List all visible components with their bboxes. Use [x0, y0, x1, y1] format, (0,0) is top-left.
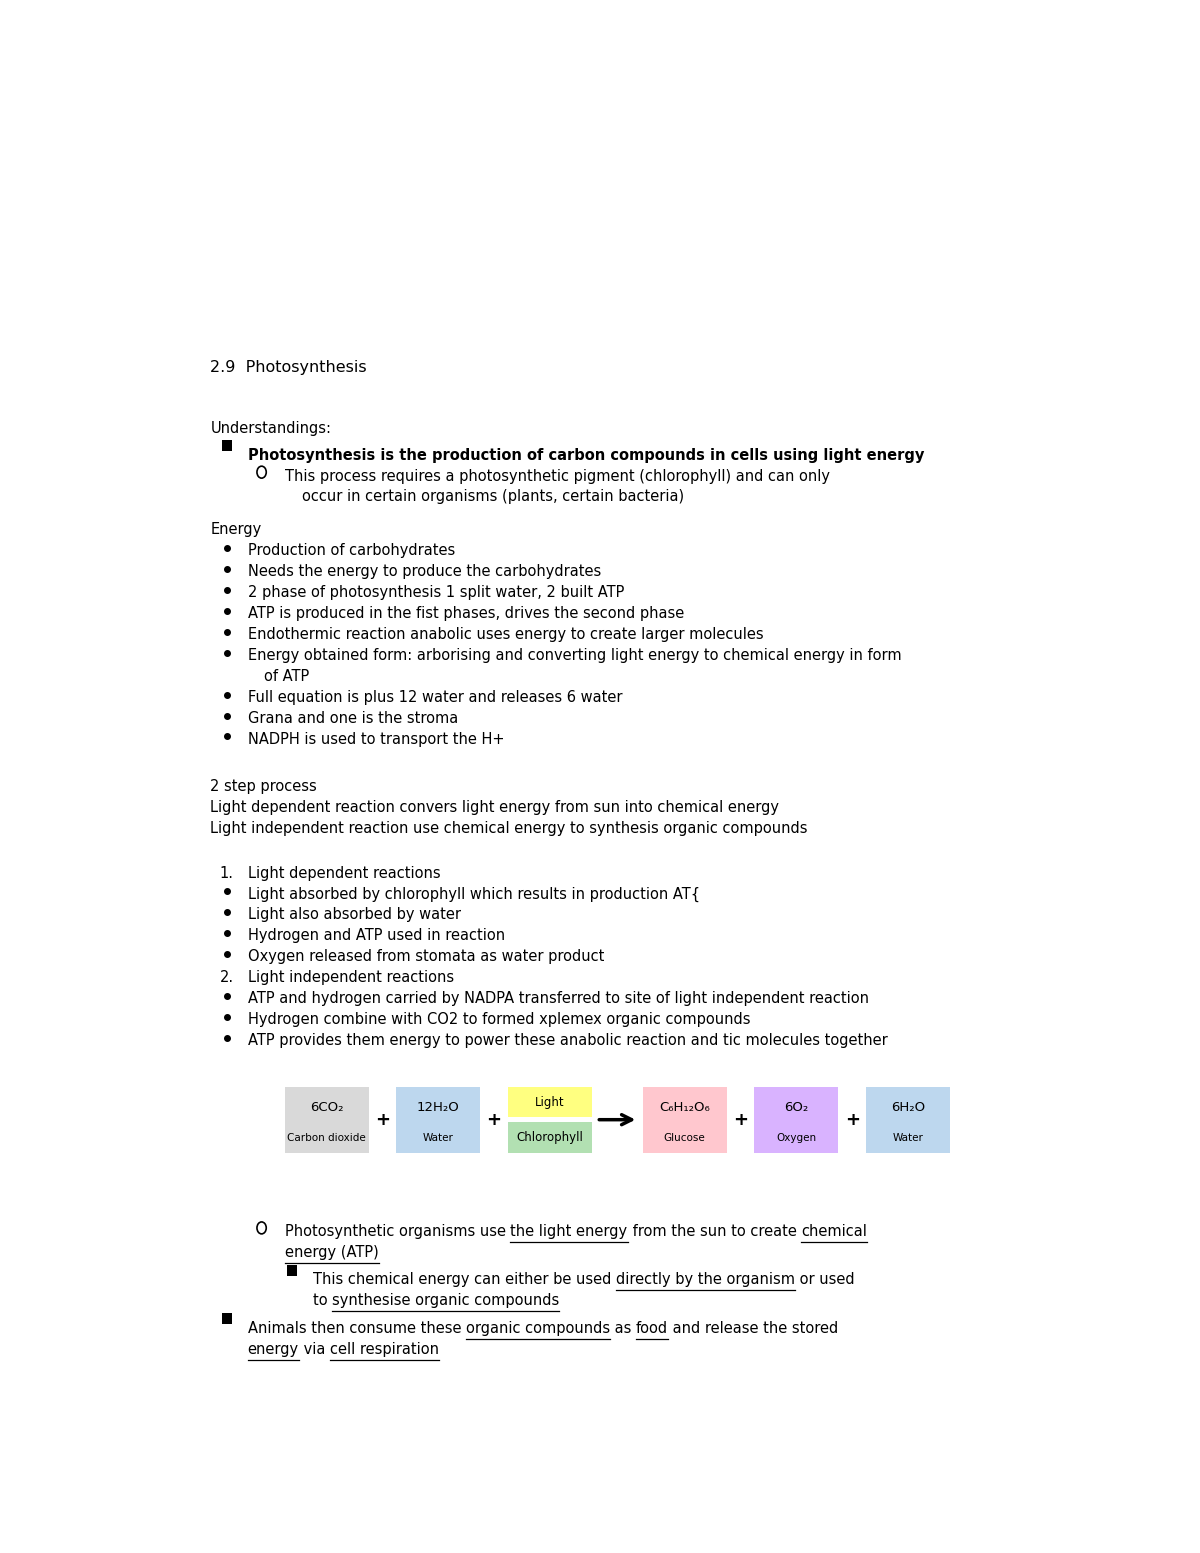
Text: Light absorbed by chlorophyll which results in production AT{: Light absorbed by chlorophyll which resu… — [247, 887, 700, 902]
Text: directly by the organism: directly by the organism — [616, 1272, 794, 1287]
Text: synthesise organic compounds: synthesise organic compounds — [332, 1294, 559, 1308]
Text: +: + — [374, 1110, 390, 1129]
Text: ATP provides them energy to power these anabolic reaction and tic molecules toge: ATP provides them energy to power these … — [247, 1033, 888, 1048]
Text: 6O₂: 6O₂ — [785, 1101, 809, 1114]
Text: Oxygen released from stomata as water product: Oxygen released from stomata as water pr… — [247, 949, 604, 964]
Circle shape — [257, 466, 266, 478]
Text: Full equation is plus 12 water and releases 6 water: Full equation is plus 12 water and relea… — [247, 690, 622, 705]
Text: Light dependent reactions: Light dependent reactions — [247, 865, 440, 881]
Text: +: + — [845, 1110, 859, 1129]
Text: occur in certain organisms (plants, certain bacteria): occur in certain organisms (plants, cert… — [301, 489, 684, 505]
Text: ATP and hydrogen carried by NADPA transferred to site of light independent react: ATP and hydrogen carried by NADPA transf… — [247, 991, 869, 1006]
Text: food: food — [636, 1320, 668, 1336]
Text: C₆H₁₂O₆: C₆H₁₂O₆ — [659, 1101, 710, 1114]
Text: 6CO₂: 6CO₂ — [310, 1101, 343, 1114]
Text: Glucose: Glucose — [664, 1132, 706, 1143]
Text: 2.9  Photosynthesis: 2.9 Photosynthesis — [210, 360, 367, 374]
Text: Light dependent reaction convers light energy from sun into chemical energy: Light dependent reaction convers light e… — [210, 800, 780, 815]
Text: Energy obtained form: arborising and converting light energy to chemical energy : Energy obtained form: arborising and con… — [247, 648, 901, 663]
Text: from the sun to create: from the sun to create — [628, 1224, 802, 1239]
Text: Photosynthetic organisms use: Photosynthetic organisms use — [284, 1224, 510, 1239]
Text: This chemical energy can either be used: This chemical energy can either be used — [313, 1272, 616, 1287]
Text: Oxygen: Oxygen — [776, 1132, 816, 1143]
Text: or used: or used — [794, 1272, 854, 1287]
Text: ATP is produced in the fist phases, drives the second phase: ATP is produced in the fist phases, driv… — [247, 606, 684, 621]
Text: Hydrogen combine with CO2 to formed xplemex organic compounds: Hydrogen combine with CO2 to formed xple… — [247, 1013, 750, 1027]
Text: Water: Water — [893, 1132, 923, 1143]
Text: Light also absorbed by water: Light also absorbed by water — [247, 907, 461, 922]
Text: Carbon dioxide: Carbon dioxide — [287, 1132, 366, 1143]
Text: to: to — [313, 1294, 332, 1308]
Text: 12H₂O: 12H₂O — [416, 1101, 460, 1114]
Text: chemical: chemical — [802, 1224, 866, 1239]
Text: Photosynthesis is the production of carbon compounds in cells using light energy: Photosynthesis is the production of carb… — [247, 447, 924, 463]
Bar — [222, 1312, 232, 1323]
Text: Hydrogen and ATP used in reaction: Hydrogen and ATP used in reaction — [247, 929, 505, 943]
Bar — [287, 1266, 296, 1275]
FancyBboxPatch shape — [643, 1087, 726, 1152]
Text: 1.: 1. — [220, 865, 234, 881]
Text: Light independent reaction use chemical energy to synthesis organic compounds: Light independent reaction use chemical … — [210, 820, 808, 836]
Text: Production of carbohydrates: Production of carbohydrates — [247, 544, 455, 559]
Text: Chlorophyll: Chlorophyll — [516, 1131, 583, 1145]
Text: Light independent reactions: Light independent reactions — [247, 971, 454, 985]
Text: Grana and one is the stroma: Grana and one is the stroma — [247, 711, 458, 725]
Text: via: via — [299, 1342, 330, 1356]
Text: energy (ATP): energy (ATP) — [284, 1246, 379, 1259]
FancyBboxPatch shape — [284, 1087, 368, 1152]
Text: 2 step process: 2 step process — [210, 780, 317, 794]
Text: energy: energy — [247, 1342, 299, 1356]
Text: Light: Light — [535, 1095, 565, 1109]
FancyBboxPatch shape — [508, 1087, 592, 1117]
Text: as: as — [610, 1320, 636, 1336]
Text: NADPH is used to transport the H+: NADPH is used to transport the H+ — [247, 731, 504, 747]
Text: 2.: 2. — [220, 971, 234, 985]
FancyBboxPatch shape — [396, 1087, 480, 1152]
Text: Energy: Energy — [210, 522, 262, 537]
Text: Animals then consume these: Animals then consume these — [247, 1320, 466, 1336]
Circle shape — [257, 1222, 266, 1235]
Text: the light energy: the light energy — [510, 1224, 628, 1239]
Text: 2 phase of photosynthesis 1 split water, 2 built ATP: 2 phase of photosynthesis 1 split water,… — [247, 585, 624, 599]
Text: +: + — [733, 1110, 748, 1129]
Text: Understandings:: Understandings: — [210, 421, 331, 436]
FancyBboxPatch shape — [755, 1087, 838, 1152]
Text: Needs the energy to produce the carbohydrates: Needs the energy to produce the carbohyd… — [247, 564, 601, 579]
Text: Water: Water — [422, 1132, 454, 1143]
Text: Endothermic reaction anabolic uses energy to create larger molecules: Endothermic reaction anabolic uses energ… — [247, 627, 763, 641]
Bar — [222, 439, 232, 450]
FancyBboxPatch shape — [508, 1123, 592, 1152]
Text: and release the stored: and release the stored — [668, 1320, 839, 1336]
Text: cell respiration: cell respiration — [330, 1342, 439, 1356]
FancyBboxPatch shape — [866, 1087, 949, 1152]
Text: +: + — [487, 1110, 502, 1129]
Text: 6H₂O: 6H₂O — [890, 1101, 925, 1114]
Text: This process requires a photosynthetic pigment (chlorophyll) and can only: This process requires a photosynthetic p… — [284, 469, 830, 483]
Text: of ATP: of ATP — [264, 669, 310, 683]
Text: organic compounds: organic compounds — [466, 1320, 610, 1336]
